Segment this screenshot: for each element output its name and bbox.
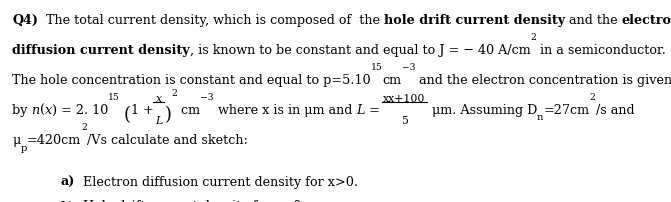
Text: 2: 2 bbox=[81, 123, 87, 132]
Text: n: n bbox=[537, 113, 544, 122]
Text: n: n bbox=[32, 104, 40, 117]
Text: x: x bbox=[156, 94, 162, 104]
Text: The total current density, which is composed of  the: The total current density, which is comp… bbox=[38, 14, 384, 27]
Text: =27cm: =27cm bbox=[544, 104, 590, 117]
Text: μm. Assuming D: μm. Assuming D bbox=[427, 104, 537, 117]
Text: x: x bbox=[45, 104, 52, 117]
Text: 2: 2 bbox=[590, 93, 596, 102]
Text: xx+100: xx+100 bbox=[383, 94, 425, 104]
Text: cm: cm bbox=[382, 74, 401, 87]
Text: The hole concentration is constant and equal to p=5.10: The hole concentration is constant and e… bbox=[12, 74, 370, 87]
Text: , is known to be constant and equal to J = − 40 A/cm: , is known to be constant and equal to J… bbox=[190, 44, 531, 57]
Text: (: ( bbox=[124, 106, 131, 124]
Text: (: ( bbox=[40, 104, 45, 117]
Text: 2: 2 bbox=[531, 33, 536, 42]
Text: 15: 15 bbox=[370, 63, 382, 72]
Text: −3: −3 bbox=[200, 93, 214, 102]
Text: and the: and the bbox=[565, 14, 622, 27]
Text: b): b) bbox=[60, 200, 75, 202]
Text: /Vs calculate and sketch:: /Vs calculate and sketch: bbox=[87, 134, 248, 147]
Text: 15: 15 bbox=[108, 93, 120, 102]
Text: hole drift current density: hole drift current density bbox=[384, 14, 565, 27]
Text: ): ) bbox=[164, 106, 171, 124]
Text: by: by bbox=[12, 104, 32, 117]
Text: cm: cm bbox=[177, 104, 200, 117]
Text: 1 +: 1 + bbox=[131, 104, 154, 117]
Text: L: L bbox=[155, 115, 162, 125]
Text: diffusion current density: diffusion current density bbox=[12, 44, 190, 57]
Text: and the electron concentration is given: and the electron concentration is given bbox=[415, 74, 671, 87]
Text: 2: 2 bbox=[171, 89, 177, 98]
Text: /s and: /s and bbox=[596, 104, 634, 117]
Text: Hole drift current density for x>0.: Hole drift current density for x>0. bbox=[75, 200, 306, 202]
Text: where x is in μm and: where x is in μm and bbox=[214, 104, 356, 117]
Text: in a semiconductor.: in a semiconductor. bbox=[536, 44, 666, 57]
Text: =420cm: =420cm bbox=[27, 134, 81, 147]
Text: −3: −3 bbox=[401, 63, 415, 72]
Text: =: = bbox=[364, 104, 383, 117]
Text: a): a) bbox=[60, 176, 74, 188]
Text: p: p bbox=[20, 143, 27, 152]
Text: L: L bbox=[356, 104, 364, 117]
Text: 5: 5 bbox=[401, 115, 408, 125]
Text: μ: μ bbox=[12, 134, 20, 147]
Text: Electron diffusion current density for x>0.: Electron diffusion current density for x… bbox=[74, 176, 358, 188]
Text: ) = 2. 10: ) = 2. 10 bbox=[52, 104, 108, 117]
Text: electron: electron bbox=[622, 14, 671, 27]
Text: Q4): Q4) bbox=[12, 14, 38, 27]
